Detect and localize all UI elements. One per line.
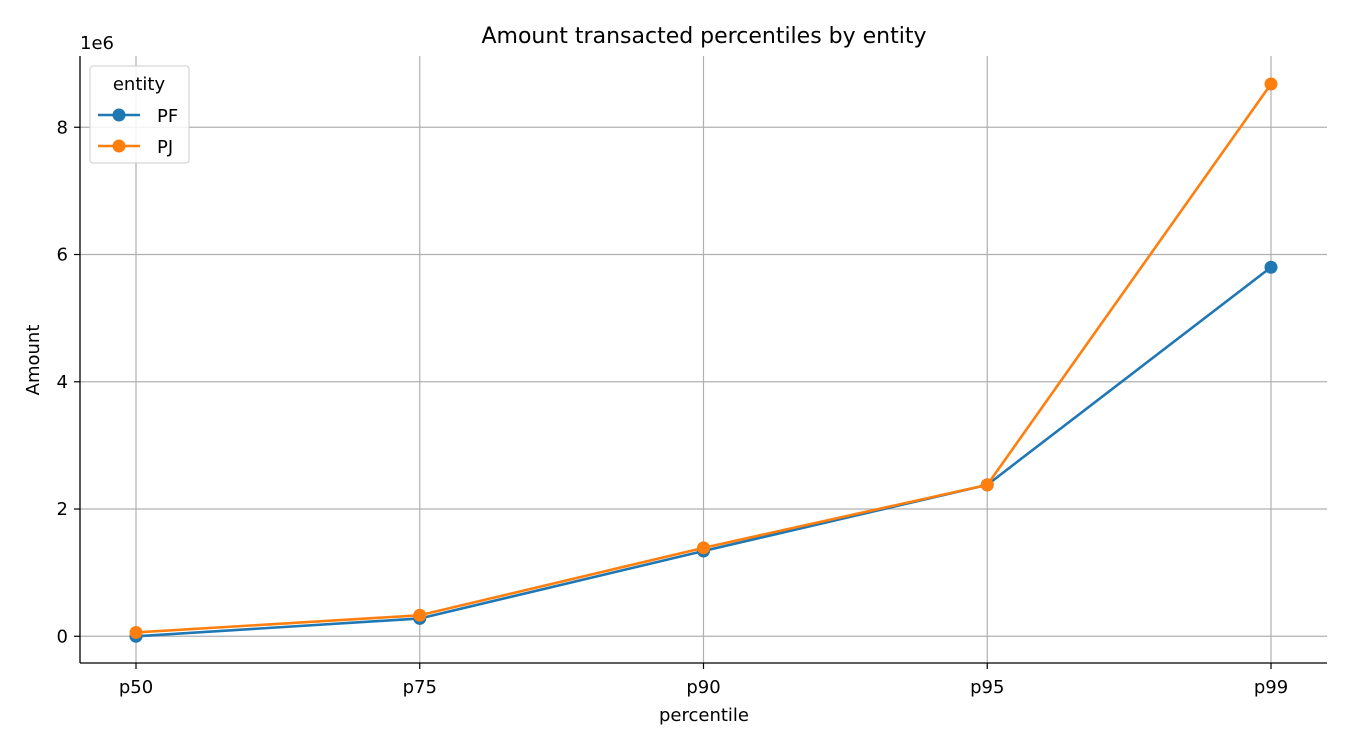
legend-swatch-marker (112, 139, 126, 153)
legend: entity PF PJ (89, 65, 190, 164)
x-tick-label: p50 (119, 677, 153, 698)
x-tick-label: p75 (403, 677, 437, 698)
x-tick-label: p99 (1254, 677, 1288, 698)
y-tick-label: 4 (57, 372, 68, 393)
data-point-pj (1264, 77, 1278, 91)
data-point-pj (413, 608, 427, 622)
y-axis-label: Amount (23, 325, 44, 396)
x-tick-label: p90 (686, 677, 720, 698)
grid (80, 56, 1327, 663)
x-tick-label: p95 (970, 677, 1004, 698)
y-tick-label: 6 (57, 245, 68, 266)
data-point-pj (129, 625, 143, 639)
ticks: p50 p75 p90 p95 p99 0 2 4 6 8 (57, 117, 1289, 698)
y-tick-label: 8 (57, 117, 68, 138)
series (129, 77, 1278, 643)
data-point-pf (1264, 260, 1278, 274)
legend-title: entity (113, 74, 166, 95)
chart-title: Amount transacted percentiles by entity (481, 24, 926, 49)
legend-entries: PF PJ (98, 106, 178, 158)
legend-label: PF (157, 106, 178, 127)
legend-label: PJ (157, 137, 173, 158)
data-point-pj (697, 541, 710, 555)
y-tick-label: 0 (57, 626, 68, 647)
y-tick-label: 2 (57, 499, 68, 520)
series-pj (129, 77, 1278, 639)
legend-entry-pf: PF (98, 106, 178, 127)
legend-swatch-marker (112, 108, 126, 122)
legend-entry-pj: PJ (98, 137, 173, 158)
data-point-pj (980, 478, 994, 492)
y-offset-label: 1e6 (80, 33, 114, 54)
x-axis-label: percentile (659, 705, 749, 726)
